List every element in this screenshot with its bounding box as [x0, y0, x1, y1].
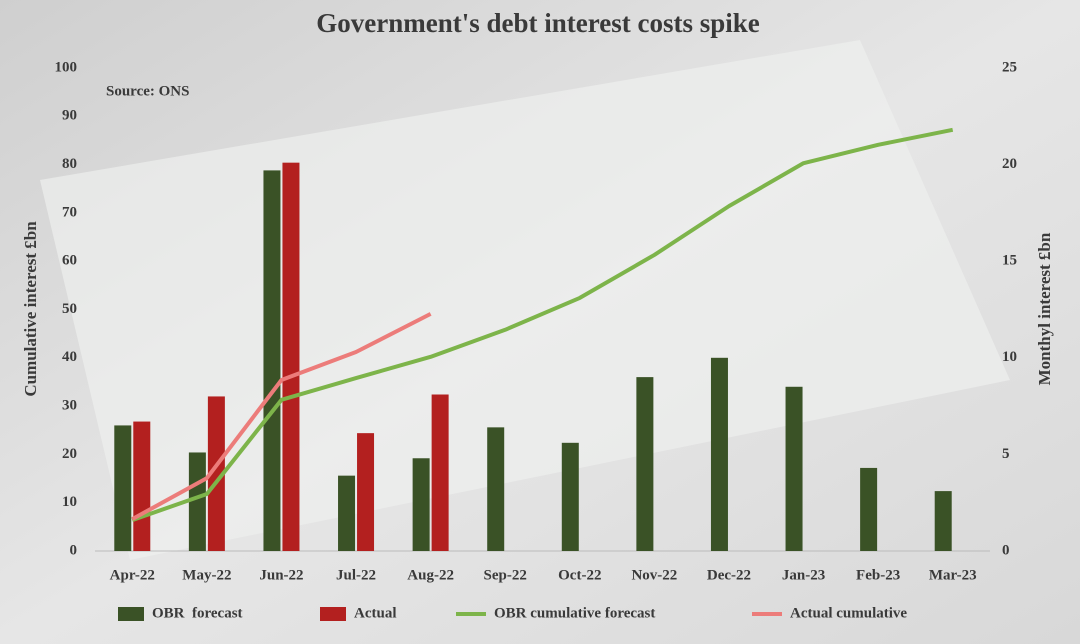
- y-tick-label: 60: [62, 253, 77, 269]
- bar: [282, 162, 300, 551]
- x-tick-label: Nov-22: [631, 567, 677, 583]
- x-tick-label: Jul-22: [336, 567, 376, 583]
- x-tick-label: Feb-23: [856, 567, 900, 583]
- y-tick-label: 10: [62, 494, 77, 510]
- bar: [561, 442, 579, 551]
- bar: [207, 396, 225, 551]
- x-tick-label: Oct-22: [558, 567, 601, 583]
- y-tick-label: 80: [62, 156, 77, 172]
- x-tick-label: Sep-22: [484, 567, 527, 583]
- legend-label: Actual: [354, 605, 397, 621]
- bar: [412, 458, 430, 551]
- x-tick-label: Jun-22: [259, 567, 303, 583]
- x-tick-label: Dec-22: [707, 567, 751, 583]
- y2-axis-label: Monthyl interest £bn: [1035, 232, 1054, 385]
- y-tick-label: 50: [62, 301, 77, 317]
- y-tick-label: 70: [62, 204, 77, 220]
- y-tick-label: 0: [70, 542, 78, 558]
- bar: [785, 386, 803, 551]
- bar: [487, 427, 505, 551]
- y-axis-label: Cumulative interest £bn: [21, 221, 40, 397]
- bar: [133, 421, 151, 551]
- y2-tick-label: 25: [1002, 59, 1017, 75]
- legend-swatch: [118, 607, 144, 621]
- line: [131, 127, 954, 522]
- legend-label: Actual cumulative: [790, 605, 907, 621]
- bar: [860, 467, 878, 551]
- x-tick-label: Aug-22: [407, 567, 454, 583]
- y-tick-label: 90: [62, 108, 77, 124]
- legend-swatch: [320, 607, 346, 621]
- bar: [636, 377, 654, 551]
- annotation: Source: ONS: [106, 83, 189, 99]
- bar: [338, 475, 356, 551]
- y2-tick-label: 0: [1002, 542, 1010, 558]
- bar: [114, 425, 132, 551]
- y-tick-label: 20: [62, 446, 77, 462]
- bar: [934, 491, 952, 551]
- y2-tick-label: 10: [1002, 349, 1017, 365]
- bar: [357, 433, 375, 551]
- legend-label: OBR forecast: [152, 605, 243, 621]
- y2-tick-label: 15: [1002, 253, 1017, 269]
- y-tick-label: 40: [62, 349, 77, 365]
- x-tick-label: Jan-23: [782, 567, 825, 583]
- bar: [263, 170, 281, 551]
- bar: [188, 452, 206, 551]
- chart-title: Government's debt interest costs spike: [316, 8, 759, 38]
- x-tick-label: Mar-23: [929, 567, 977, 583]
- x-tick-label: Apr-22: [110, 567, 155, 583]
- bar: [431, 394, 449, 551]
- legend-label: OBR cumulative forecast: [494, 605, 655, 621]
- bar: [710, 357, 728, 551]
- line: [131, 312, 432, 521]
- y2-tick-label: 5: [1002, 446, 1010, 462]
- y2-tick-label: 20: [1002, 156, 1017, 172]
- y-tick-label: 30: [62, 398, 77, 414]
- x-tick-label: May-22: [182, 567, 231, 583]
- y-tick-label: 100: [55, 59, 78, 75]
